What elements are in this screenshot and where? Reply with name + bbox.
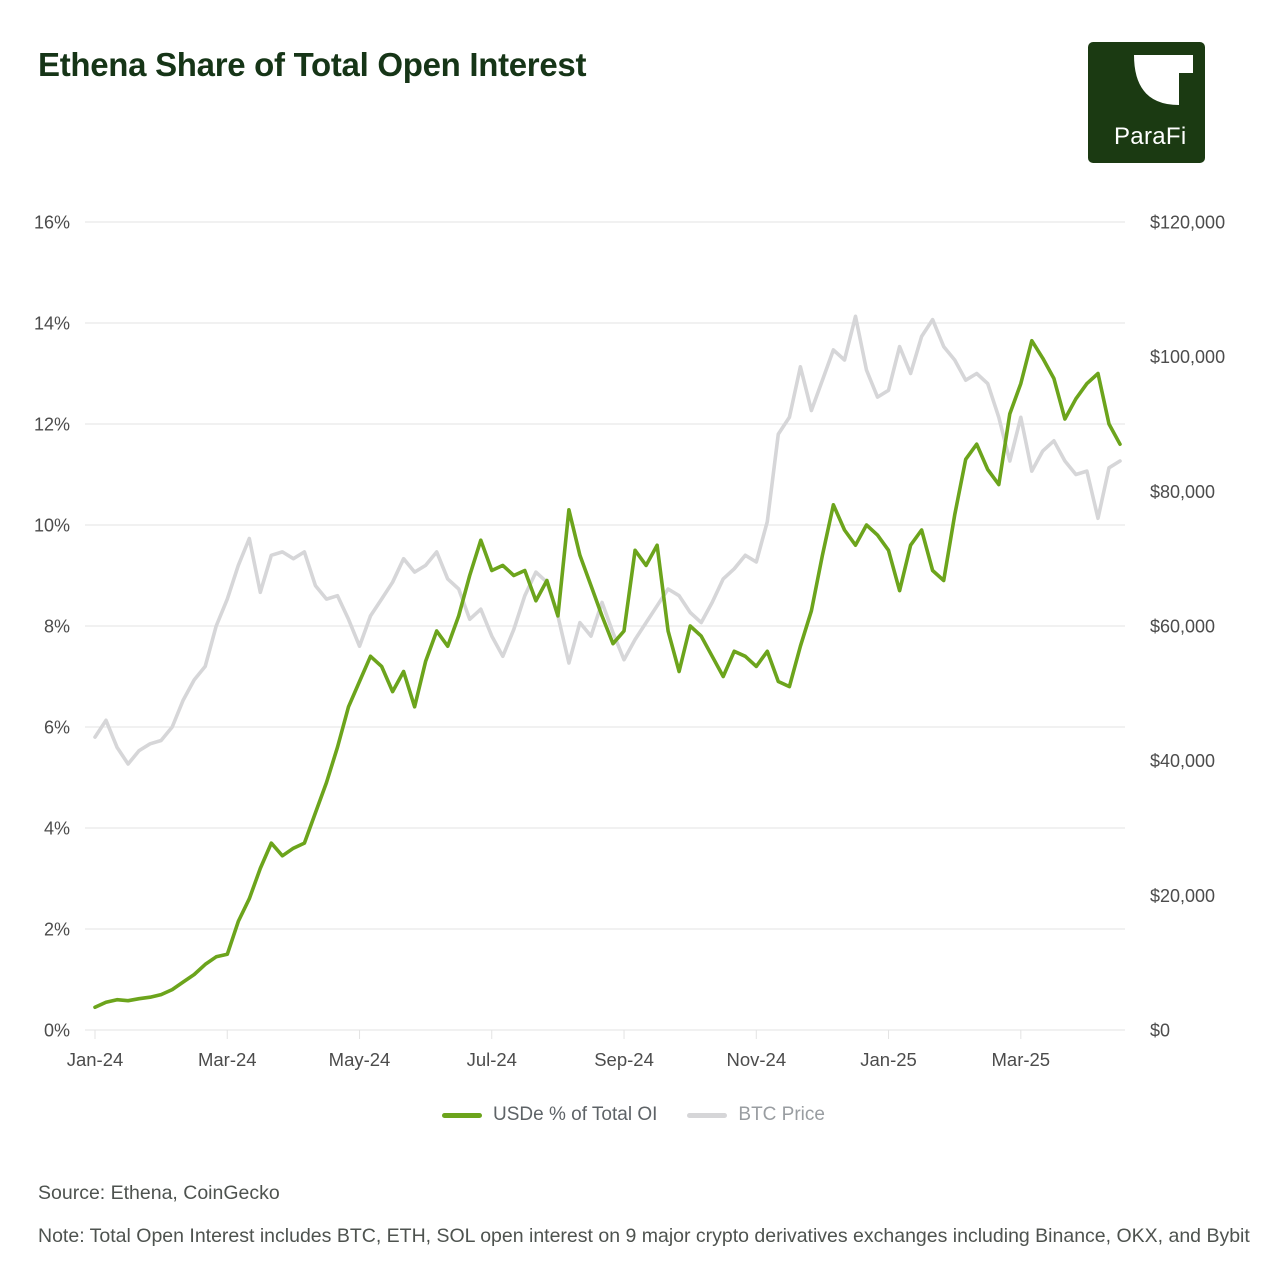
x-axis-tick-label: Jan-24 (67, 1049, 124, 1070)
legend-entry-btc: BTC Price (687, 1104, 825, 1126)
legend-label-usde: USDe % of Total OI (493, 1104, 658, 1125)
page-title: Ethena Share of Total Open Interest (38, 46, 587, 83)
right-axis-tick-label: $100,000 (1150, 347, 1225, 367)
left-axis-tick-label: 2% (44, 920, 70, 940)
line-usde_share (93, 338, 1122, 1010)
right-axis-tick-label: $80,000 (1150, 482, 1215, 502)
note-text: Note: Total Open Interest includes BTC, … (38, 1225, 1250, 1247)
parafi-logo-text: ParaFi (1114, 123, 1187, 150)
x-axis-tick-label: May-24 (329, 1049, 391, 1070)
x-axis-tick-label: Sep-24 (594, 1049, 654, 1070)
right-axis-tick-label: $20,000 (1150, 886, 1215, 906)
left-axis-tick-label: 14% (34, 314, 70, 334)
left-axis-tick-label: 4% (44, 819, 70, 839)
legend: USDe % of Total OI BTC Price (0, 1104, 1267, 1126)
source-text: Source: Ethena, CoinGecko (38, 1182, 280, 1204)
left-axis-tick-label: 12% (34, 415, 70, 435)
legend-swatch-usde (442, 1112, 483, 1118)
left-axis-tick-label: 8% (44, 617, 70, 637)
line-btc_price (93, 314, 1122, 766)
legend-entry-usde: USDe % of Total OI (442, 1104, 657, 1126)
left-axis-tick-label: 0% (44, 1021, 70, 1041)
right-axis-tick-label: $40,000 (1150, 751, 1215, 771)
legend-swatch-btc (687, 1112, 728, 1118)
right-axis-tick-label: $60,000 (1150, 617, 1215, 637)
chart: 0% 2% 4% 6% 8% 10% 12% 14% 16% $0 $20,000 $40,000 $6… (34, 213, 1225, 1071)
parafi-logo: ParaFi (1088, 42, 1205, 163)
x-axis-tick-label: Mar-24 (198, 1049, 257, 1070)
x-axis-tick-label: Jan-25 (860, 1049, 917, 1070)
left-axis-tick-label: 10% (34, 516, 70, 536)
left-axis-tick-label: 6% (44, 718, 70, 738)
legend-label-btc: BTC Price (738, 1104, 825, 1125)
x-axis-tick-label: Jul-24 (467, 1049, 517, 1070)
parafi-logo-mark (1134, 55, 1193, 105)
x-axis-tick-label: Mar-25 (992, 1049, 1051, 1070)
right-axis-tick-label: $0 (1150, 1021, 1170, 1041)
right-axis-tick-label: $120,000 (1150, 213, 1225, 233)
x-axis-tick-label: Nov-24 (726, 1049, 786, 1070)
left-axis-tick-label: 16% (34, 213, 70, 233)
